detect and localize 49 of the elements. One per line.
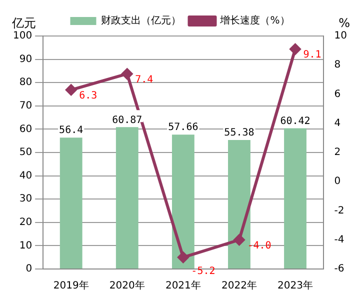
x-tick-label: 2022年 — [221, 280, 257, 292]
x-tick-label: 2019年 — [53, 280, 89, 292]
y-tick-label: 50 — [19, 147, 32, 158]
y-tick-label: 80 — [19, 77, 32, 88]
point — [178, 252, 189, 263]
y-tick-label: 90 — [19, 54, 32, 65]
y2-tick-label: 0 — [334, 176, 341, 188]
y-tick-label: 0 — [26, 264, 32, 275]
y2-tick-label: 2 — [334, 147, 341, 158]
bar — [284, 128, 306, 268]
y-tick-label: 100 — [12, 30, 32, 42]
y-tick-label: 30 — [19, 194, 32, 205]
y-tick-label: 60 — [19, 124, 32, 135]
y-tick-label: 70 — [19, 100, 32, 112]
y2-tick-label: -2 — [334, 205, 344, 216]
y-tick-label: 10 — [19, 240, 32, 252]
data-label: 60.42 — [280, 116, 310, 127]
x-tick-label: 2021年 — [165, 280, 201, 292]
point — [66, 84, 77, 96]
legend-label: 增长速度（%） — [219, 14, 290, 27]
data-label: 60.87 — [112, 114, 142, 126]
bar — [116, 127, 138, 268]
data-label: 6.3 — [79, 90, 98, 102]
data-label: -4.0 — [247, 240, 272, 252]
data-label: 56.4 — [59, 125, 84, 136]
bar — [60, 138, 82, 268]
x-tick-label: 2020年 — [109, 280, 145, 292]
data-label: 7.4 — [135, 74, 154, 86]
point — [290, 44, 301, 55]
data-label: 55.38 — [224, 128, 254, 139]
data-label: 9.1 — [303, 50, 322, 61]
legend-label: 财政支出（亿元） — [101, 14, 182, 27]
data-label: -5.2 — [191, 266, 216, 277]
x-tick-label: 2023年 — [278, 280, 313, 292]
y2-tick-label: 8 — [334, 60, 341, 71]
y-axis-title: 亿元 — [11, 16, 36, 30]
y2-tick-label: 10 — [334, 30, 348, 42]
y-tick-label: 40 — [19, 170, 32, 182]
y2-tick-label: -4 — [334, 234, 344, 246]
point — [234, 234, 245, 246]
bar — [172, 134, 194, 268]
point — [122, 68, 133, 80]
y2-axis-title: % — [338, 16, 350, 30]
data-label: 57.66 — [168, 122, 198, 134]
y2-tick-label: 4 — [334, 118, 341, 129]
y2-tick-label: 6 — [334, 88, 341, 100]
bar — [228, 140, 250, 268]
y-tick-label: 20 — [19, 216, 32, 228]
y2-tick-label: -6 — [334, 264, 344, 275]
